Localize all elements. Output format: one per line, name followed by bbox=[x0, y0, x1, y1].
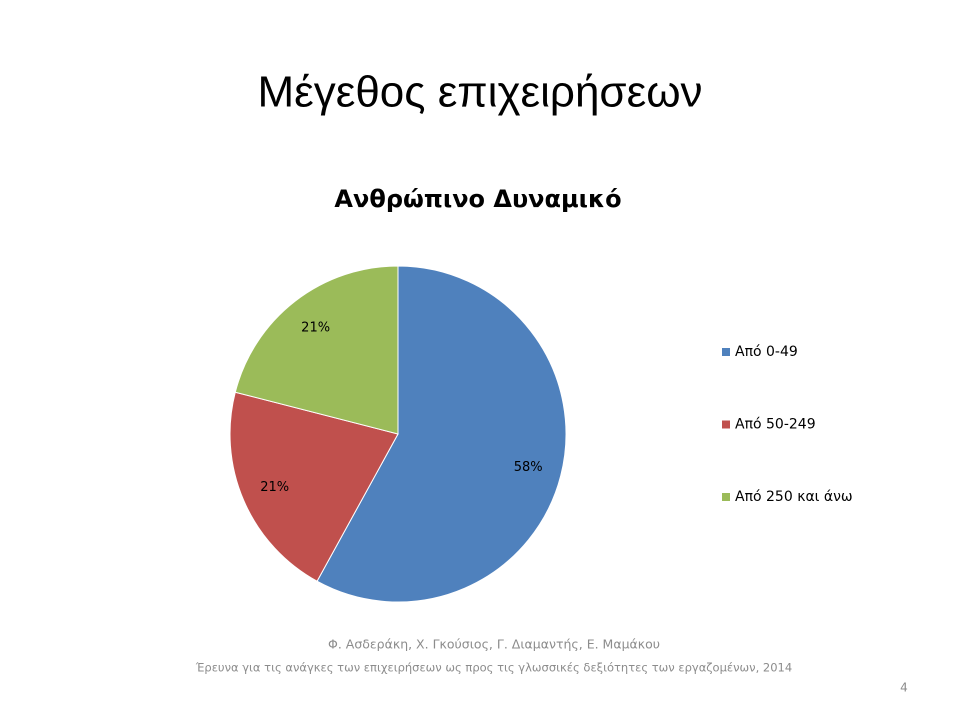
chart-title: Ανθρώπινο Δυναμικό bbox=[334, 185, 621, 213]
legend-label: Από 50-249 bbox=[735, 417, 816, 433]
legend-label: Από 250 και άνω bbox=[735, 489, 853, 505]
legend-swatch bbox=[722, 493, 730, 501]
footer-authors: Φ. Ασδεράκη, Χ. Γκούσιος, Γ. Διαμαντής, … bbox=[328, 637, 660, 652]
legend-label: Από 0-49 bbox=[735, 344, 798, 360]
pie-slice bbox=[229, 391, 399, 582]
pie-slice bbox=[234, 265, 399, 435]
pie-slice bbox=[316, 265, 567, 603]
legend-swatch bbox=[722, 348, 730, 356]
page-number: 4 bbox=[900, 681, 908, 695]
slide-title: Μέγεθος επιχειρήσεων bbox=[257, 68, 702, 117]
data-label: 21% bbox=[301, 320, 330, 335]
data-label: 21% bbox=[260, 480, 289, 495]
data-label: 58% bbox=[514, 460, 543, 475]
legend-swatch bbox=[722, 420, 730, 429]
footer-survey: Έρευνα για τις ανάγκες των επιχειρήσεων … bbox=[195, 661, 792, 675]
